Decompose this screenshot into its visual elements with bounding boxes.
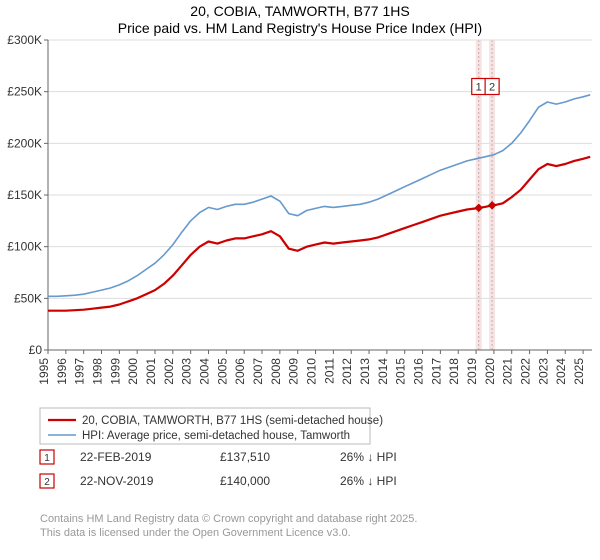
xtick-label: 2025 <box>572 358 586 385</box>
sale-row-date: 22-FEB-2019 <box>80 450 152 464</box>
xtick-label: 2004 <box>198 358 212 385</box>
xtick-label: 2015 <box>394 358 408 385</box>
sale-row-delta: 26% ↓ HPI <box>340 450 397 464</box>
xtick-label: 2002 <box>162 358 176 385</box>
sale-marker-num: 1 <box>476 82 482 94</box>
xtick-label: 1997 <box>73 358 87 385</box>
xtick-label: 2001 <box>144 358 158 385</box>
xtick-label: 2017 <box>429 358 443 385</box>
xtick-label: 2020 <box>483 358 497 385</box>
chart-container: 20, COBIA, TAMWORTH, B77 1HSPrice paid v… <box>0 0 600 560</box>
ytick-label: £0 <box>29 343 43 357</box>
ytick-label: £150K <box>7 188 42 202</box>
xtick-label: 2006 <box>233 358 247 385</box>
ytick-label: £200K <box>7 136 42 150</box>
xtick-label: 2023 <box>536 358 550 385</box>
title-line1: 20, COBIA, TAMWORTH, B77 1HS <box>190 3 409 19</box>
xtick-label: 2016 <box>412 358 426 385</box>
ytick-label: £250K <box>7 85 42 99</box>
xtick-label: 1995 <box>37 358 51 385</box>
legend-label: HPI: Average price, semi-detached house,… <box>82 430 350 442</box>
xtick-label: 2018 <box>447 358 461 385</box>
xtick-label: 2013 <box>358 358 372 385</box>
xtick-label: 2007 <box>251 358 265 385</box>
title-line2: Price paid vs. HM Land Registry's House … <box>118 20 482 36</box>
xtick-label: 2019 <box>465 358 479 385</box>
sale-marker-num: 2 <box>489 82 495 94</box>
xtick-label: 2009 <box>287 358 301 385</box>
footer-line1: Contains HM Land Registry data © Crown c… <box>40 513 417 525</box>
xtick-label: 2022 <box>519 358 533 385</box>
sale-row-num: 1 <box>44 453 50 464</box>
xtick-label: 1996 <box>55 358 69 385</box>
ytick-label: £50K <box>14 291 42 305</box>
xtick-label: 2003 <box>180 358 194 385</box>
xtick-label: 1999 <box>108 358 122 385</box>
xtick-label: 2021 <box>501 358 515 385</box>
legend-label: 20, COBIA, TAMWORTH, B77 1HS (semi-detac… <box>82 415 383 427</box>
xtick-label: 2010 <box>305 358 319 385</box>
sale-row-price: £140,000 <box>220 474 270 488</box>
chart-svg: 20, COBIA, TAMWORTH, B77 1HSPrice paid v… <box>0 0 600 560</box>
xtick-label: 2012 <box>340 358 354 385</box>
xtick-label: 2014 <box>376 358 390 385</box>
sale-row-delta: 26% ↓ HPI <box>340 474 397 488</box>
xtick-label: 2011 <box>322 358 336 384</box>
ytick-label: £300K <box>7 33 42 47</box>
sale-row-price: £137,510 <box>220 450 270 464</box>
xtick-label: 2008 <box>269 358 283 385</box>
xtick-label: 2024 <box>554 358 568 385</box>
xtick-label: 2000 <box>126 358 140 385</box>
ytick-label: £100K <box>7 240 42 254</box>
sale-row-num: 2 <box>44 477 50 488</box>
sale-row-date: 22-NOV-2019 <box>80 474 154 488</box>
footer-line2: This data is licensed under the Open Gov… <box>40 527 351 539</box>
xtick-label: 2005 <box>215 358 229 385</box>
xtick-label: 1998 <box>91 358 105 385</box>
